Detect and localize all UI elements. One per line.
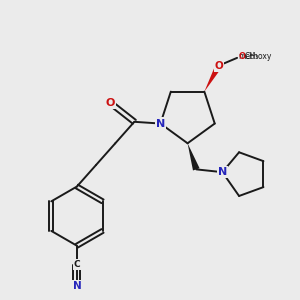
Text: CH₃: CH₃ <box>245 52 259 61</box>
Text: methoxy: methoxy <box>238 52 272 61</box>
Text: O: O <box>239 52 246 61</box>
Text: O: O <box>214 61 224 70</box>
Text: C: C <box>74 260 80 269</box>
Polygon shape <box>188 143 200 170</box>
Polygon shape <box>204 64 222 92</box>
Text: N: N <box>156 118 165 128</box>
Text: O: O <box>105 98 115 108</box>
Text: N: N <box>73 281 81 291</box>
Text: N: N <box>218 167 227 177</box>
